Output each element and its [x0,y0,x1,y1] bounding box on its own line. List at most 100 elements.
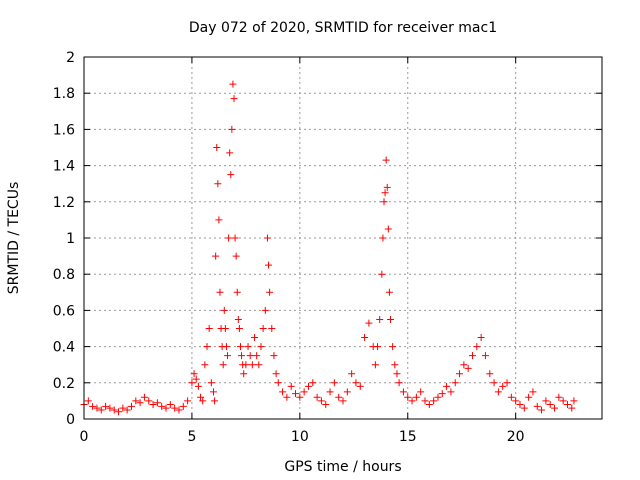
data-point [421,397,429,405]
data-point [438,390,446,398]
data-point [188,379,196,387]
data-point [265,261,273,269]
data-point [434,393,442,401]
data-point [296,393,304,401]
data-point [110,406,118,414]
y-tick-label: 2 [66,50,75,66]
data-point [559,397,567,405]
x-tick-label: 15 [399,429,417,445]
data-point [255,361,263,369]
data-point [551,404,559,412]
data-point [499,382,507,390]
x-tick-label: 5 [187,429,196,445]
data-point [348,370,356,378]
data-point [140,393,148,401]
data-point [330,379,338,387]
data-point [542,397,550,405]
data-point [384,225,392,233]
y-tick-label: 1.2 [53,195,75,211]
data-point [212,252,220,260]
data-point [529,388,537,396]
data-point [383,183,391,191]
data-point [268,325,276,332]
data-point [374,343,382,351]
data-point [272,370,280,378]
data-point [192,375,200,383]
data-point [201,361,209,369]
data-point [233,288,241,296]
y-tick-label: 0.4 [53,340,75,356]
data-point [263,234,271,242]
data-point [175,406,183,414]
data-point [266,288,274,296]
data-point [555,393,563,401]
data-point [119,404,127,412]
data-point [371,361,379,369]
data-point [399,388,407,396]
data-point [516,401,524,409]
data-point [215,216,223,224]
data-point [84,397,92,405]
data-point [136,399,144,407]
data-point [162,404,170,412]
data-point [386,315,394,323]
data-point [404,393,412,401]
axis-ticks: 00.20.40.60.811.21.41.61.820 5 10 15 20 [53,50,602,445]
data-point [430,397,438,405]
data-point [234,315,242,323]
data-point [216,288,224,296]
data-point [283,393,291,401]
data-point [361,334,369,342]
data-point [251,334,259,342]
data-point [481,352,489,360]
data-point [417,388,425,396]
data-point [343,388,351,396]
data-point [379,234,387,242]
data-point [244,343,252,351]
data-point [393,370,401,378]
data-point [226,149,234,157]
data-point [211,397,219,405]
data-point [412,393,420,401]
data-point [238,352,246,360]
data-point [97,406,105,414]
data-point [339,397,347,405]
y-tick-label: 0.6 [53,303,75,319]
data-point [214,180,222,188]
y-tick-label: 0.2 [53,376,75,392]
data-point [102,402,110,410]
data-point [287,382,295,390]
data-point [525,393,533,401]
data-point [486,370,494,378]
data-point [228,125,236,133]
data-point [469,352,476,360]
data-point [123,406,131,414]
data-point [538,406,546,414]
data-point [225,234,233,242]
data-point [89,402,97,410]
data-point [464,364,472,372]
data-point [253,352,261,360]
data-point [570,397,578,405]
data-point [443,382,451,390]
y-tick-label: 1 [66,231,75,247]
data-point [221,325,229,332]
data-point [270,352,278,360]
y-tick-label: 1.4 [53,159,75,175]
data-points [80,80,578,416]
data-point [309,379,317,387]
data-point [380,198,388,206]
data-point [381,189,389,197]
data-point [153,399,161,407]
data-point [235,325,243,332]
data-point [335,393,343,401]
chart-title: Day 072 of 2020, SRMTID for receiver mac… [189,20,497,36]
data-point [382,156,390,164]
data-point [365,319,373,327]
data-point [207,379,215,387]
data-point [408,397,416,405]
data-point [179,402,187,410]
data-point [451,379,459,387]
x-tick-label: 20 [507,429,525,445]
data-point [171,404,179,412]
